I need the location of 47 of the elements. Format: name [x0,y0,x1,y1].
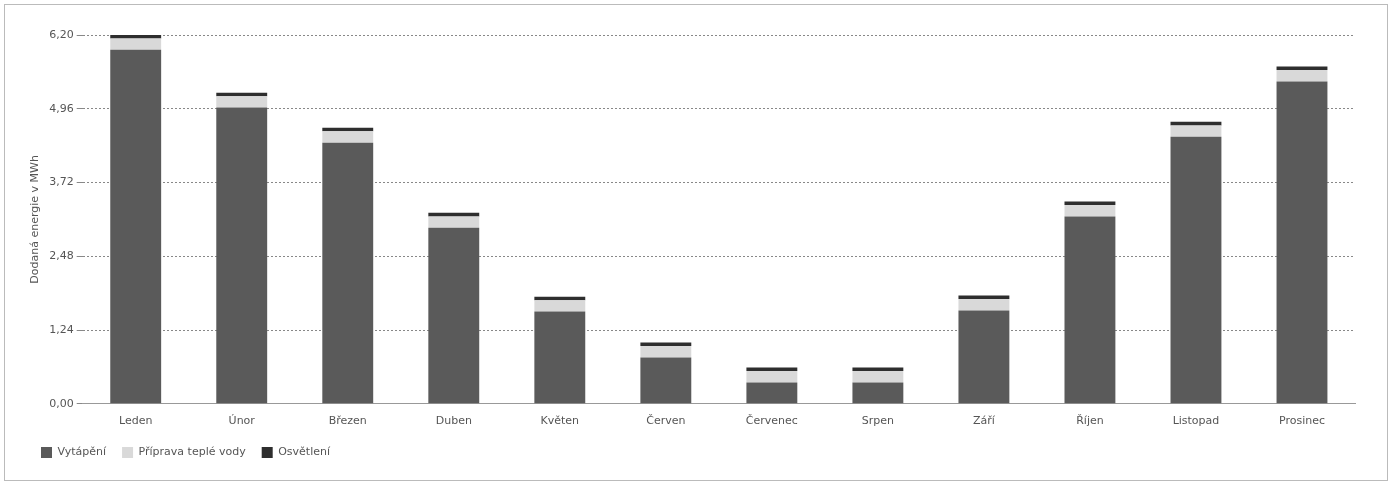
x-tick-label: Září [972,414,996,428]
bar [1064,216,1116,404]
bar [1170,136,1222,404]
bar [428,216,480,228]
x-tick-label: Květen [540,414,580,428]
bar [110,49,162,404]
y-tick-label: 1,24 [49,322,74,336]
bar [640,346,692,358]
x-tick-label: Prosinec [1278,414,1325,428]
y-tick-label: 6,20 [49,27,74,41]
x-tick-label: Únor [228,414,256,428]
bar [1170,125,1222,137]
x-tick-label: Srpen [861,414,895,428]
bar [110,35,162,39]
bar [852,382,904,404]
x-tick-label: Leden [118,414,153,428]
bar [1064,205,1116,217]
x-tick-label: Duben [435,414,472,428]
bar [322,142,374,404]
y-axis-title: Dodaná energie v MWh [28,155,42,284]
x-tick-label: Říjen [1076,414,1104,428]
bar [216,96,268,108]
bar [216,107,268,404]
y-tick-label: 3,72 [49,175,74,189]
bar [534,300,586,312]
bar [428,227,480,404]
y-tick-label: 2,48 [49,249,74,263]
legend-label: Vytápění [57,445,108,459]
y-tick-label: 4,96 [49,101,74,115]
bar [958,310,1010,404]
x-tick-label: Červen [646,414,686,428]
bar [746,382,798,404]
x-tick-label: Březen [328,414,367,428]
bar [1276,81,1328,404]
bar [958,299,1010,311]
bar [1276,70,1328,82]
bar [852,371,904,383]
legend-label: Příprava teplé vody [138,445,247,459]
legend-label: Osvětlení [278,445,331,459]
bar [534,311,586,404]
bar [322,131,374,143]
bar [746,371,798,383]
y-tick-label: 0,00 [49,396,74,410]
x-tick-label: Červenec [745,414,798,428]
bar [640,357,692,404]
bar [110,38,162,50]
x-tick-label: Listopad [1172,414,1220,428]
